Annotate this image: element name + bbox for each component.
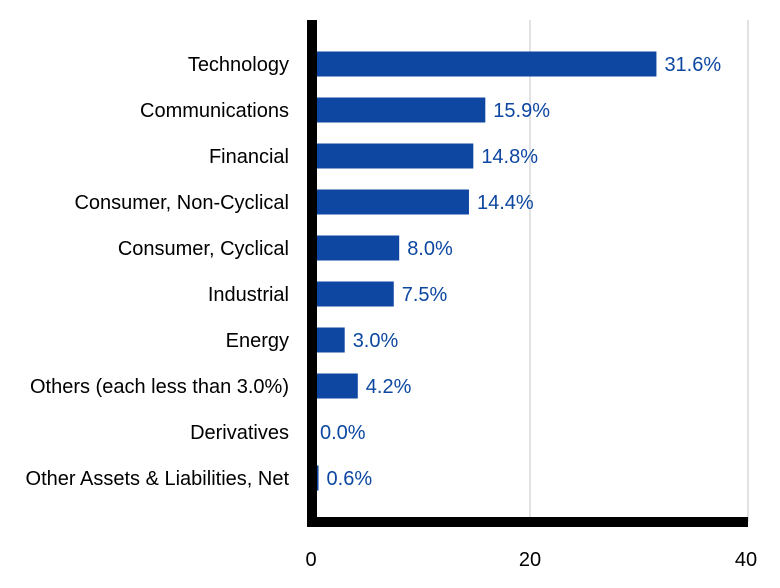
value-label-7: 4.2% — [366, 376, 412, 398]
category-label-0: Technology — [188, 54, 289, 76]
category-label-3: Consumer, Non-Cyclical — [74, 192, 289, 214]
category-label-9: Other Assets & Liabilities, Net — [26, 468, 290, 490]
bars — [312, 51, 657, 491]
value-label-0: 31.6% — [664, 54, 721, 76]
bar-7 — [312, 373, 358, 399]
y-axis-line — [307, 20, 317, 527]
bar-4 — [312, 235, 400, 261]
bar-1 — [312, 97, 486, 123]
bar-5 — [312, 281, 394, 307]
axes — [307, 20, 748, 527]
value-label-2: 14.8% — [481, 146, 538, 168]
labels: 0 20 40 Technology 31.6% Communications 15.9% F… — [26, 54, 758, 571]
x-tick-label-20: 20 — [519, 549, 541, 571]
category-label-6: Energy — [226, 330, 289, 352]
category-label-5: Industrial — [208, 284, 289, 306]
x-tick-label-40: 40 — [735, 549, 757, 571]
category-label-1: Communications — [140, 100, 289, 122]
value-label-5: 7.5% — [402, 284, 448, 306]
category-label-7: Others (each less than 3.0%) — [30, 376, 289, 398]
value-label-3: 14.4% — [477, 192, 534, 214]
category-label-4: Consumer, Cyclical — [118, 238, 289, 260]
value-label-8: 0.0% — [320, 422, 366, 444]
x-axis-line — [307, 517, 748, 527]
category-label-2: Financial — [209, 146, 289, 168]
value-label-1: 15.9% — [493, 100, 550, 122]
grid-lines — [529, 20, 749, 522]
category-label-8: Derivatives — [190, 422, 289, 444]
bar-0 — [312, 51, 657, 77]
value-label-6: 3.0% — [353, 330, 399, 352]
x-tick-label-0: 0 — [305, 549, 316, 571]
value-label-4: 8.0% — [407, 238, 453, 260]
bar-6 — [312, 327, 345, 353]
bar-2 — [312, 143, 474, 169]
bar-3 — [312, 189, 469, 215]
value-label-9: 0.6% — [327, 468, 373, 490]
